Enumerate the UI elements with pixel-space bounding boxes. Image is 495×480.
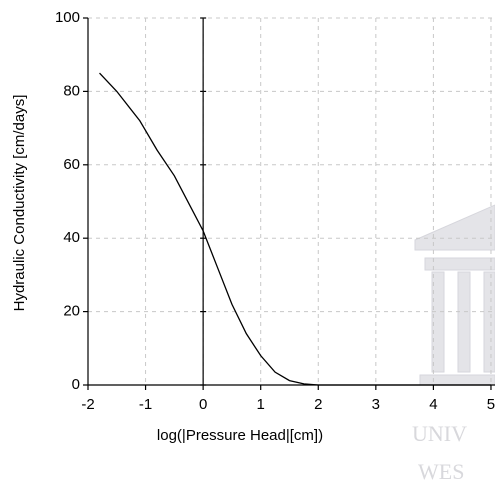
- x-tick-label: 5: [487, 396, 495, 413]
- y-axis-label: Hydraulic Conductivity [cm/days]: [11, 95, 28, 312]
- y-tick-label: 100: [55, 9, 80, 26]
- watermark-text: WES: [418, 459, 464, 480]
- x-tick-label: 0: [199, 396, 207, 413]
- y-tick-label: 0: [72, 376, 80, 393]
- x-tick-label: 4: [429, 396, 437, 413]
- watermark-building: [414, 204, 495, 386]
- watermark-text: UNIV: [412, 421, 467, 446]
- x-tick-label: 1: [257, 396, 265, 413]
- x-axis-label: log(|Pressure Head|[cm]): [157, 427, 323, 444]
- y-tick-label: 80: [63, 82, 80, 99]
- y-tick-label: 60: [63, 156, 80, 173]
- x-tick-label: -1: [139, 396, 152, 413]
- y-tick-label: 40: [63, 229, 80, 246]
- y-tick-label: 20: [63, 303, 80, 320]
- x-tick-label: 3: [372, 396, 380, 413]
- line-series: [99, 72, 491, 386]
- x-tick-label: 2: [314, 396, 322, 413]
- x-tick-label: -2: [81, 396, 94, 413]
